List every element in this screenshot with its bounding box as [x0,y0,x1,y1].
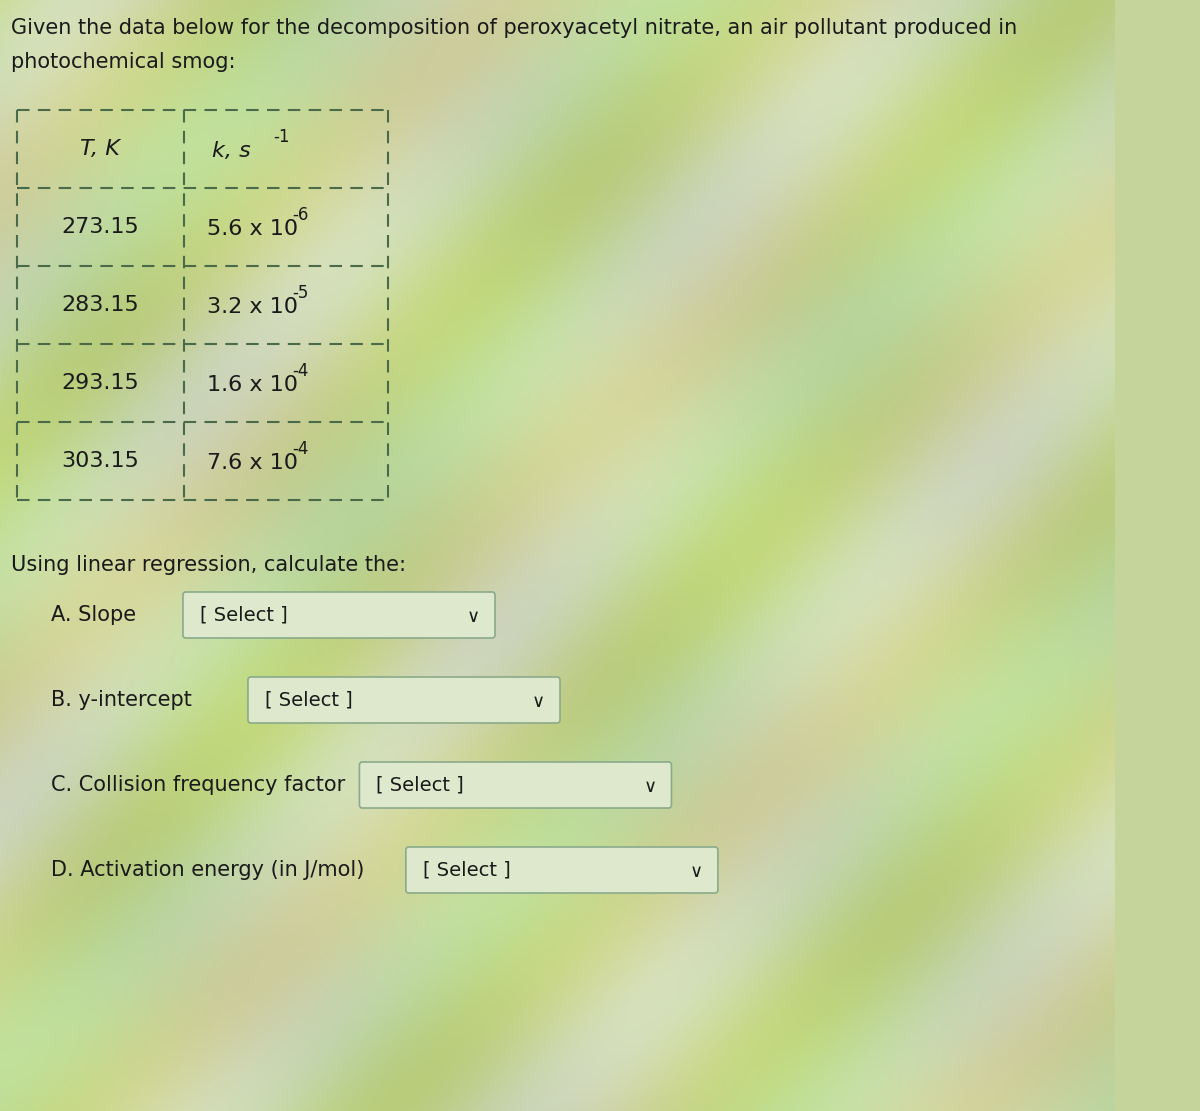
Text: C. Collision frequency factor: C. Collision frequency factor [52,775,346,795]
Text: ∨: ∨ [532,693,545,711]
Text: ∨: ∨ [690,863,703,881]
Text: ∨: ∨ [643,778,656,795]
Text: -4: -4 [293,362,308,380]
FancyBboxPatch shape [182,592,496,638]
Text: 5.6 x 10: 5.6 x 10 [208,219,299,239]
Text: D. Activation energy (in J/mol): D. Activation energy (in J/mol) [52,860,365,880]
Text: [ Select ]: [ Select ] [265,691,353,710]
Text: k, s: k, s [211,141,251,161]
Text: -5: -5 [293,284,308,302]
Text: [ Select ]: [ Select ] [422,861,510,880]
Text: 1.6 x 10: 1.6 x 10 [208,376,298,396]
Text: 293.15: 293.15 [61,373,139,393]
FancyBboxPatch shape [248,677,560,723]
Text: ∨: ∨ [467,608,480,625]
Text: A. Slope: A. Slope [52,605,137,625]
Text: 283.15: 283.15 [61,296,139,316]
FancyBboxPatch shape [406,847,718,893]
Text: Using linear regression, calculate the:: Using linear regression, calculate the: [11,556,406,575]
Text: 7.6 x 10: 7.6 x 10 [208,453,298,473]
Text: [ Select ]: [ Select ] [376,775,464,794]
Text: -6: -6 [293,206,308,224]
Text: -4: -4 [293,440,308,458]
Text: 273.15: 273.15 [61,217,139,237]
Text: T, K: T, K [80,139,120,159]
FancyBboxPatch shape [360,762,672,808]
Text: -1: -1 [274,128,289,146]
Text: photochemical smog:: photochemical smog: [11,52,235,72]
Text: 3.2 x 10: 3.2 x 10 [208,297,298,317]
Text: B. y-intercept: B. y-intercept [52,690,192,710]
Text: 303.15: 303.15 [61,451,139,471]
Text: [ Select ]: [ Select ] [199,605,288,624]
Text: Given the data below for the decomposition of peroxyacetyl nitrate, an air pollu: Given the data below for the decompositi… [11,18,1018,38]
